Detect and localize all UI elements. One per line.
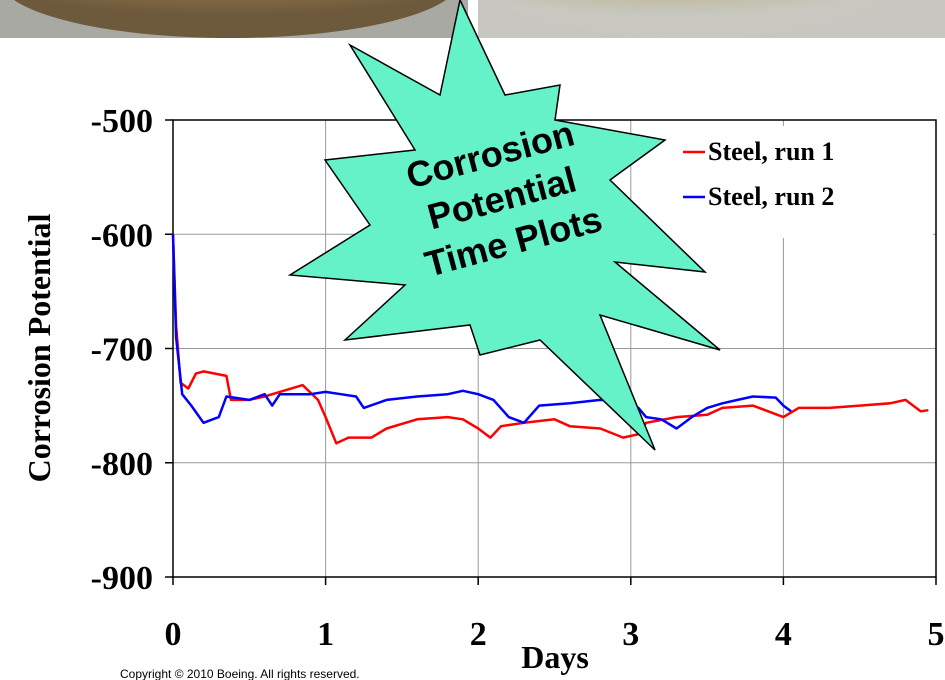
series-line bbox=[171, 234, 929, 445]
copyright: Copyright © 2010 Boeing. All rights rese… bbox=[120, 667, 360, 680]
coin-left bbox=[14, 0, 446, 38]
series-line bbox=[171, 234, 792, 430]
x-axis-label: Days bbox=[521, 639, 589, 675]
starburst bbox=[287, 0, 721, 451]
legend: Steel, run 1 Steel, run 2 bbox=[655, 126, 933, 238]
coin-right bbox=[492, 0, 888, 38]
y-tick-label: -500 bbox=[91, 103, 153, 140]
y-axis-label: Corrosion Potential bbox=[21, 214, 57, 483]
x-tick-label: 1 bbox=[317, 616, 334, 653]
y-tick-label: -700 bbox=[91, 332, 153, 369]
legend-label: Steel, run 2 bbox=[708, 182, 834, 211]
series-lines bbox=[171, 234, 929, 445]
callout: Corrosion Potential Time Plots bbox=[287, 0, 721, 451]
x-tick-label: 0 bbox=[165, 616, 182, 653]
y-tick-label: -800 bbox=[91, 446, 153, 483]
x-tick-label: 4 bbox=[775, 616, 792, 653]
x-tick-label: 3 bbox=[622, 616, 639, 653]
y-tick-label: -600 bbox=[91, 217, 153, 254]
x-tick-label: 5 bbox=[928, 616, 945, 653]
legend-label: Steel, run 1 bbox=[708, 137, 834, 166]
y-tick-label: -900 bbox=[91, 560, 153, 597]
legend-box bbox=[655, 126, 933, 238]
x-tick-label: 2 bbox=[470, 616, 487, 653]
